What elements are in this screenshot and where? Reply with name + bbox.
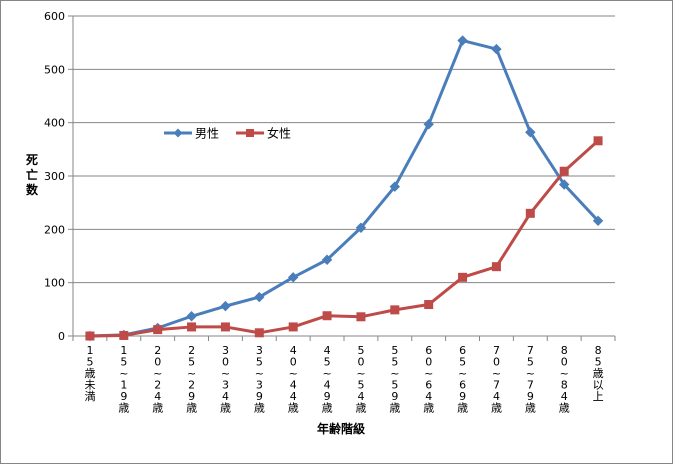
x-tick-label: 8 0 ~8 4 歳: [559, 344, 570, 415]
data-point: [355, 222, 367, 233]
data-point: [424, 300, 434, 310]
y-tick-label: 400: [44, 117, 65, 130]
x-tick-label: 1 5 歳未満: [84, 344, 95, 403]
data-point: [525, 127, 536, 138]
legend-label: 男性: [195, 127, 219, 141]
data-point: [119, 330, 129, 340]
legend-marker: [246, 129, 254, 137]
data-point: [491, 43, 502, 55]
y-tick-labels: 0 100 200 300 400 500 600: [44, 10, 65, 343]
data-point: [187, 322, 197, 332]
data-point: [288, 322, 298, 332]
data-point: [287, 272, 299, 283]
x-tick-label: 1 5 ~1 9 歳: [118, 344, 129, 415]
legend-marker: [173, 128, 183, 138]
x-tick-label: 2 0 ~2 4 歳: [152, 344, 163, 415]
series-line: [89, 139, 600, 338]
x-tick-label: 6 5 ~6 9 歳: [457, 344, 468, 415]
gridlines: [73, 15, 615, 284]
x-tick-label: 3 5 ~3 9 歳: [254, 344, 265, 415]
data-point: [186, 311, 197, 322]
x-tick-label: 5 0 ~5 4 歳: [355, 344, 366, 415]
data-point: [220, 300, 231, 312]
y-tick-label: 300: [44, 170, 65, 183]
data-point: [85, 331, 95, 341]
series-line: [89, 39, 600, 338]
legend-item-male: 男性: [164, 127, 219, 141]
data-point: [321, 254, 333, 265]
series-male: [84, 35, 604, 342]
data-point: [592, 215, 604, 227]
x-tick-label: 5 5 ~5 9 歳: [389, 344, 400, 415]
y-tick-label: 200: [44, 223, 65, 236]
legend: 男性 女性: [164, 126, 291, 141]
x-tick-labels: 1 5 歳未満 1 5 ~1 9 歳 2 0 ~2 4 歳 2 5 ~2 9 歳 3 0 ~3 4 歳 3 5 ~3 9 歳 4 0 ~4 4…: [84, 344, 603, 415]
x-tick-label: 3 0 ~3 4 歳: [220, 344, 231, 415]
y-tick-label: 500: [44, 63, 65, 76]
x-tick-label: 4 5 ~4 9 歳: [322, 344, 333, 415]
legend-label: 女性: [267, 126, 291, 141]
x-tick-label: 7 0 ~7 4 歳: [491, 344, 502, 415]
y-tick-label: 0: [58, 330, 65, 343]
data-point: [525, 208, 535, 218]
data-point: [558, 179, 570, 190]
data-point: [356, 312, 366, 322]
data-point: [458, 272, 468, 282]
data-point: [491, 262, 501, 272]
y-axis-title: 死亡数: [26, 153, 39, 197]
data-point: [389, 181, 401, 192]
y-axis-title-text: 死亡数: [26, 153, 39, 197]
y-tick-label: 600: [44, 10, 65, 23]
data-point: [322, 311, 332, 321]
x-tick-label: 6 0 ~6 4 歳: [423, 344, 434, 415]
data-point: [457, 35, 468, 46]
x-axis-title: 年齢階級: [317, 421, 365, 436]
x-tick-label: 4 0 ~4 4 歳: [288, 344, 299, 415]
data-point: [423, 119, 434, 130]
y-tick-label: 100: [44, 277, 65, 290]
x-tick-label: 7 5 ~7 9 歳: [525, 344, 536, 415]
x-tick-label: 8 5 歳以上: [593, 344, 604, 403]
data-point: [593, 136, 603, 146]
legend-item-female: 女性: [236, 126, 291, 141]
data-point: [390, 305, 400, 315]
series: [84, 35, 604, 342]
data-point: [254, 328, 264, 338]
data-point: [254, 291, 265, 303]
data-point: [559, 166, 569, 176]
series-female: [85, 136, 603, 341]
x-tick-label: 2 5 ~2 9 歳: [186, 344, 197, 415]
data-point: [153, 325, 163, 335]
axes: [68, 15, 616, 341]
data-point: [220, 322, 230, 332]
